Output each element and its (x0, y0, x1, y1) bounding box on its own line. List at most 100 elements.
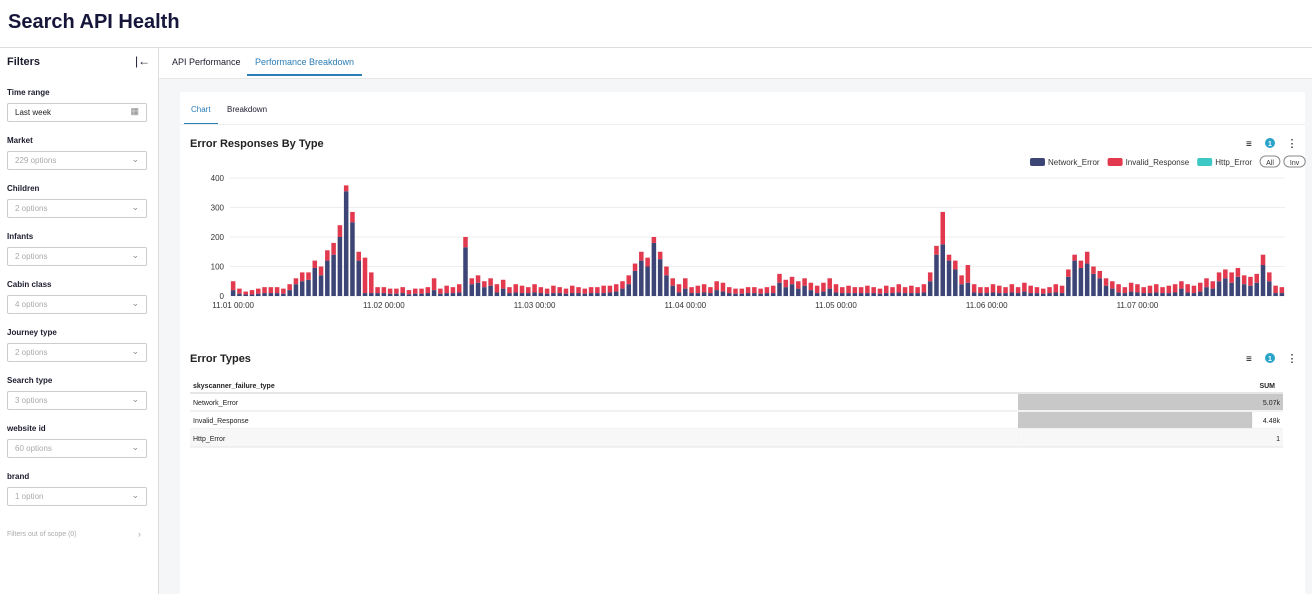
bar-segment (255, 293, 261, 296)
menu[interactable]: ⋮ (1287, 138, 1298, 150)
bar-segment (1091, 273, 1096, 296)
bar-segment (808, 290, 814, 296)
filter-icon[interactable]: ≡ (1246, 354, 1252, 365)
row-bg (190, 429, 1283, 447)
bar-segment (306, 272, 311, 280)
filter-select[interactable]: 60 options ⌄ (7, 439, 147, 458)
x-tick-label: 11.04 00:00 (664, 301, 706, 310)
card: Chart Breakdown (180, 92, 1305, 594)
bar-segment (626, 275, 632, 285)
bar-segment (1003, 293, 1008, 296)
bar-segment (513, 284, 518, 293)
out-of-scope[interactable]: Filters out of scope (0) (7, 531, 77, 538)
filter-value: 2 options (15, 252, 48, 261)
bar-segment (1254, 282, 1260, 296)
bar-segment (620, 281, 625, 289)
bar-segment (997, 293, 1002, 296)
bar-segment (770, 285, 776, 294)
bar-segment (601, 285, 606, 294)
bar-segment (337, 237, 343, 296)
bar-segment (1185, 292, 1190, 296)
bar-segment (858, 287, 864, 294)
bar-segment (519, 293, 525, 296)
bar-segment (343, 191, 349, 296)
select-icon: ⌄ (131, 154, 139, 164)
filter-icon[interactable]: ≡ (1246, 139, 1252, 150)
legend-swatch (1030, 158, 1045, 166)
bar-segment (990, 292, 996, 296)
bar-segment (1166, 285, 1172, 294)
cell: 1 (1276, 436, 1280, 443)
filter-badge-bg (1265, 138, 1275, 148)
bar-segment (1084, 263, 1090, 296)
tab-active[interactable]: Performance Breakdown (247, 48, 363, 76)
filter-select[interactable]: Last week ▦ (7, 103, 147, 122)
bar-segment (745, 293, 751, 296)
chart: Error Responses By Type ≡ 1 ⋮ 0 100 200 300… (190, 138, 1306, 310)
bar-segment (858, 293, 864, 296)
bar-segment (726, 287, 732, 294)
filter-select[interactable]: 4 options ⌄ (7, 295, 147, 314)
bar-segment (450, 287, 456, 294)
bar-segment (1009, 284, 1015, 293)
filter-label: Market (7, 136, 33, 145)
bar-segment (921, 292, 927, 296)
bar-segment (871, 293, 876, 296)
bar-segment (595, 287, 600, 294)
bar-segment (1260, 254, 1266, 266)
bar-segment (1059, 293, 1065, 296)
legend-button[interactable] (1259, 155, 1281, 168)
bar-segment (896, 284, 902, 293)
tab[interactable]: API Performance (172, 57, 241, 67)
bar-segment (444, 285, 449, 294)
bar-segment (249, 294, 255, 296)
filter-select[interactable]: 3 options ⌄ (7, 391, 147, 410)
bar-segment (877, 288, 883, 294)
bar-segment (1128, 291, 1134, 296)
subtab[interactable]: Breakdown (227, 105, 268, 114)
bar-segment (394, 293, 399, 296)
bar-segment (569, 285, 575, 294)
bar-segment (833, 284, 839, 293)
bar-segment (645, 257, 650, 267)
bar-segment (840, 293, 845, 296)
bar-segment (934, 254, 939, 296)
bar-segment (758, 288, 763, 294)
cell: 4.48k (1263, 418, 1281, 425)
filter-select[interactable]: 1 option ⌄ (7, 487, 147, 506)
legend-button[interactable] (1283, 155, 1306, 168)
menu[interactable]: ⋮ (1287, 353, 1298, 365)
bar-segment (676, 292, 682, 296)
select-icon: ⌄ (131, 298, 139, 308)
bar-segment (1141, 287, 1146, 294)
filter-label: Journey type (7, 328, 57, 337)
bar-segment (588, 293, 594, 296)
bar-segment (890, 287, 895, 294)
subtab-active[interactable]: Chart (184, 92, 218, 124)
sum-bar (1018, 394, 1283, 410)
bar-segment (978, 293, 983, 296)
bar-segment (720, 282, 726, 292)
filter-select[interactable]: 229 options ⌄ (7, 151, 147, 170)
bar-segment (1197, 282, 1203, 292)
filter-select[interactable]: 2 options ⌄ (7, 247, 147, 266)
filter-select[interactable]: 2 options ⌄ (7, 343, 147, 362)
bar-segment (1078, 260, 1084, 268)
bar-segment (538, 287, 544, 294)
filter-select[interactable]: 2 options ⌄ (7, 199, 147, 218)
bar-segment (482, 281, 487, 288)
select-icon: ⌄ (131, 202, 139, 212)
bar-segment (714, 281, 719, 291)
bar-segment (519, 285, 525, 294)
bar-segment (770, 293, 776, 296)
bar-segment (808, 282, 814, 291)
bar-segment (1053, 284, 1059, 293)
bar-segment (683, 278, 688, 289)
bar-segment (1072, 254, 1077, 261)
bar-segment (676, 284, 682, 293)
bar-segment (639, 260, 644, 296)
legend-label: Http_Error (1215, 158, 1252, 167)
cell: Http_Error (193, 436, 226, 443)
bar-segment (1047, 287, 1052, 294)
collapse-button[interactable]: |← (135, 54, 151, 68)
